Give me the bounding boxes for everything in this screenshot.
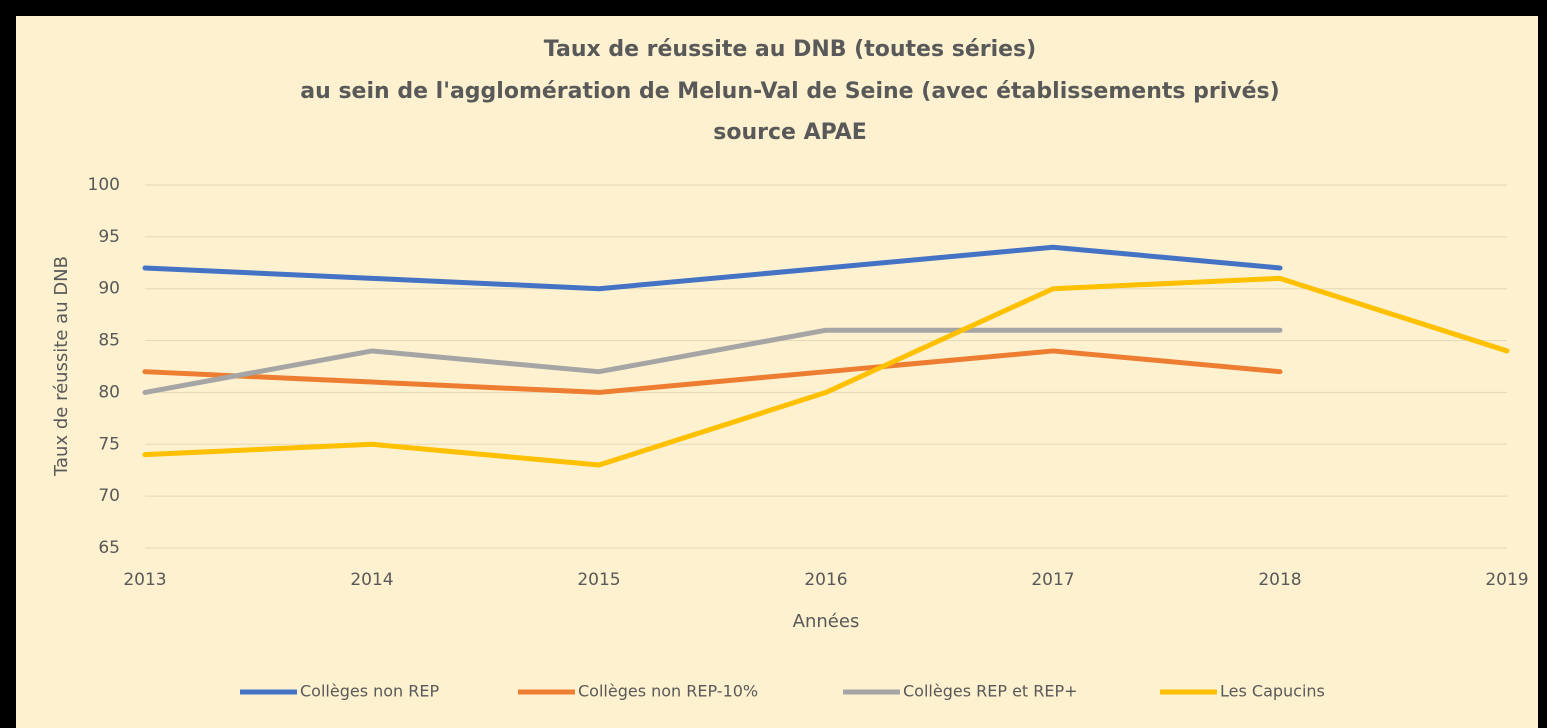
y-tick-label: 80 — [98, 382, 120, 402]
y-tick-label: 75 — [98, 434, 120, 454]
legend-label: Collèges REP et REP+ — [903, 682, 1078, 701]
legend-label: Collèges non REP — [300, 682, 440, 701]
chart-title: Taux de réussite au DNB (toutes séries) — [544, 37, 1036, 62]
y-tick-label: 70 — [98, 486, 120, 506]
y-axis-title: Taux de réussite au DNB — [51, 256, 72, 477]
line-series — [142, 275, 1510, 468]
y-tick-label: 85 — [98, 331, 120, 351]
line-series — [142, 348, 1283, 395]
y-tick-label: 95 — [98, 227, 120, 247]
y-tick-label: 90 — [98, 279, 120, 299]
x-tick-label: 2013 — [123, 570, 166, 590]
x-tick-label: 2014 — [350, 570, 393, 590]
x-tick-label: 2016 — [804, 570, 847, 590]
x-tick-label: 2017 — [1031, 570, 1074, 590]
chart-title: source APAE — [713, 120, 867, 145]
y-tick-label: 100 — [88, 175, 120, 195]
y-tick-label: 65 — [98, 538, 120, 558]
chart-title: au sein de l'agglomération de Melun-Val … — [300, 79, 1279, 104]
line-series — [142, 244, 1283, 292]
x-tick-label: 2018 — [1258, 570, 1301, 590]
line-series — [142, 327, 1283, 395]
x-tick-label: 2019 — [1485, 570, 1528, 590]
legend-label: Les Capucins — [1220, 682, 1325, 701]
x-tick-label: 2015 — [577, 570, 620, 590]
x-axis-title: Années — [793, 611, 860, 632]
legend-label: Collèges non REP-10% — [578, 682, 758, 701]
